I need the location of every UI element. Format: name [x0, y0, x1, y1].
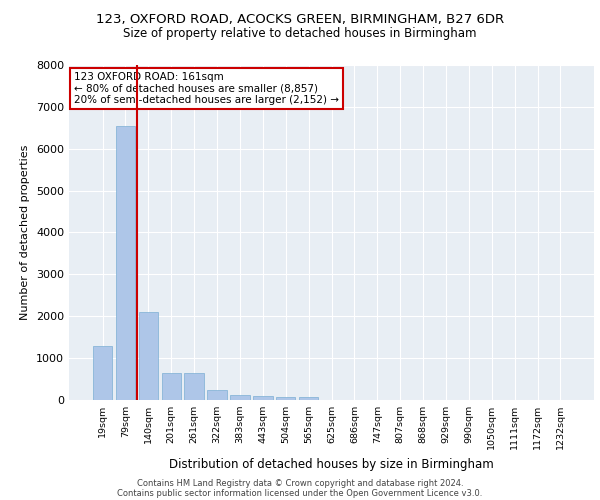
Y-axis label: Number of detached properties: Number of detached properties	[20, 145, 31, 320]
Bar	[139, 312, 158, 400]
Bar	[184, 373, 204, 400]
Bar	[116, 126, 135, 400]
Bar	[161, 373, 181, 400]
Bar	[253, 396, 272, 400]
Text: 123, OXFORD ROAD, ACOCKS GREEN, BIRMINGHAM, B27 6DR: 123, OXFORD ROAD, ACOCKS GREEN, BIRMINGH…	[96, 12, 504, 26]
Text: Contains public sector information licensed under the Open Government Licence v3: Contains public sector information licen…	[118, 488, 482, 498]
Bar	[208, 390, 227, 400]
Bar	[230, 394, 250, 400]
Text: 123 OXFORD ROAD: 161sqm
← 80% of detached houses are smaller (8,857)
20% of semi: 123 OXFORD ROAD: 161sqm ← 80% of detache…	[74, 72, 339, 105]
Text: Size of property relative to detached houses in Birmingham: Size of property relative to detached ho…	[123, 28, 477, 40]
Bar	[276, 397, 295, 400]
Bar	[299, 397, 319, 400]
Bar	[93, 346, 112, 400]
X-axis label: Distribution of detached houses by size in Birmingham: Distribution of detached houses by size …	[169, 458, 494, 470]
Text: Contains HM Land Registry data © Crown copyright and database right 2024.: Contains HM Land Registry data © Crown c…	[137, 478, 463, 488]
